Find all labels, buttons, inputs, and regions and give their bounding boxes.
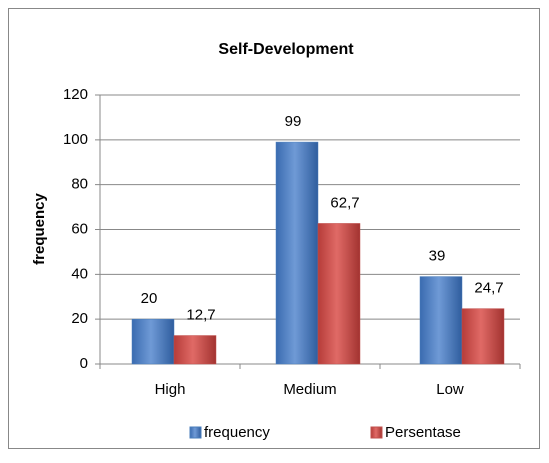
y-tick-label: 40 bbox=[71, 265, 88, 282]
value-label: 12,7 bbox=[186, 306, 215, 323]
y-tick-label: 0 bbox=[80, 355, 88, 372]
legend-label: frequency bbox=[204, 424, 270, 441]
value-label: 39 bbox=[429, 248, 446, 265]
x-tick-label: Low bbox=[436, 381, 464, 398]
bar bbox=[131, 318, 175, 365]
chart-border bbox=[8, 8, 540, 449]
bar bbox=[275, 141, 319, 365]
bar bbox=[461, 308, 505, 365]
y-tick-label: 80 bbox=[71, 176, 88, 193]
y-axis-label: frequency bbox=[31, 193, 48, 265]
value-label: 99 bbox=[285, 113, 302, 130]
bar bbox=[419, 276, 463, 365]
x-tick-label: High bbox=[155, 381, 186, 398]
value-label: 62,7 bbox=[330, 194, 359, 211]
y-tick-label: 60 bbox=[71, 220, 88, 237]
y-tick-label: 100 bbox=[63, 131, 88, 148]
bar bbox=[173, 335, 217, 365]
value-label: 20 bbox=[141, 290, 158, 307]
x-tick-label: Medium bbox=[283, 381, 336, 398]
legend-swatch bbox=[370, 426, 383, 439]
chart-title: Self-Development bbox=[218, 41, 354, 58]
value-label: 24,7 bbox=[474, 280, 503, 297]
y-tick-label: 20 bbox=[71, 310, 88, 327]
legend-swatch bbox=[189, 426, 202, 439]
bar bbox=[317, 223, 361, 365]
y-tick-label: 120 bbox=[63, 86, 88, 103]
legend-label: Persentase bbox=[385, 424, 461, 441]
